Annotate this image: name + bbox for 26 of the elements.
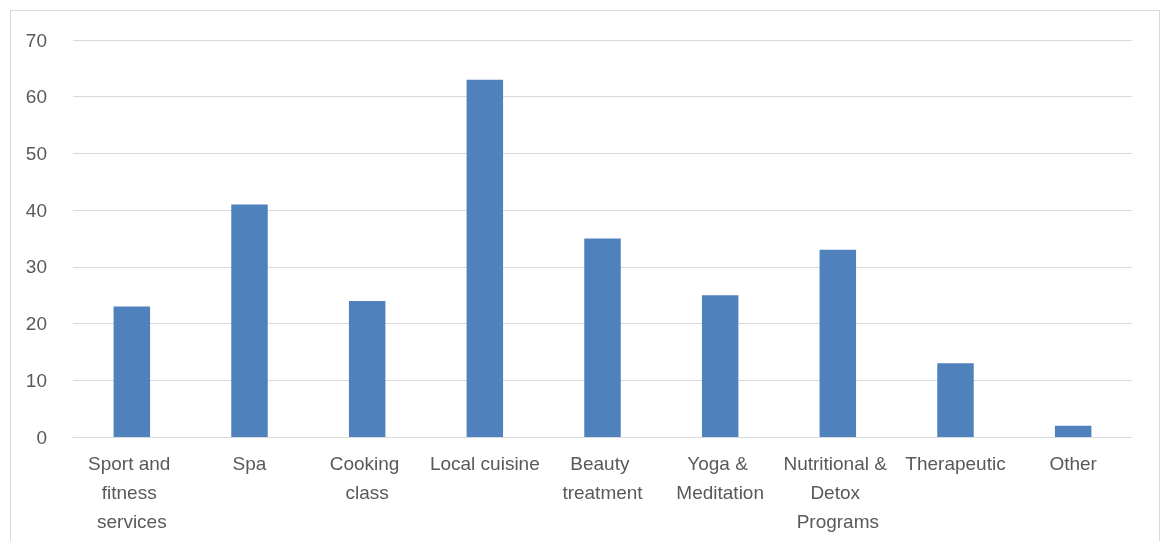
- bar: [466, 79, 504, 437]
- bar: [584, 238, 621, 437]
- bar: [937, 363, 974, 437]
- x-tick-label: Nutritional & Detox Programs: [783, 453, 893, 532]
- bar: [113, 306, 151, 437]
- bar: [231, 204, 268, 437]
- y-tick-label: 40: [25, 199, 47, 221]
- y-tick-label: 50: [25, 142, 47, 164]
- x-tick-label: Beauty treatment: [562, 453, 644, 503]
- y-tick-label: 60: [25, 86, 47, 108]
- x-tick-label: Spa: [232, 453, 267, 474]
- x-tick-label: Cooking class: [329, 453, 405, 503]
- x-tick-label: Other: [1049, 453, 1098, 474]
- y-tick-label: 30: [25, 256, 47, 278]
- x-tick-label: Sport and fitness services: [88, 453, 176, 532]
- y-tick-label: 70: [25, 29, 47, 51]
- y-tick-label: 10: [25, 369, 47, 391]
- bar: [1054, 425, 1092, 437]
- bar: [701, 295, 739, 437]
- x-tick-label: Therapeutic: [905, 453, 1006, 474]
- y-tick-label: 0: [36, 426, 47, 448]
- bar: [819, 249, 857, 437]
- x-tick-label: Local cuisine: [429, 453, 540, 474]
- x-tick-label: Yoga & Meditation: [676, 453, 764, 503]
- y-tick-label: 20: [25, 313, 47, 335]
- bar: [348, 300, 386, 437]
